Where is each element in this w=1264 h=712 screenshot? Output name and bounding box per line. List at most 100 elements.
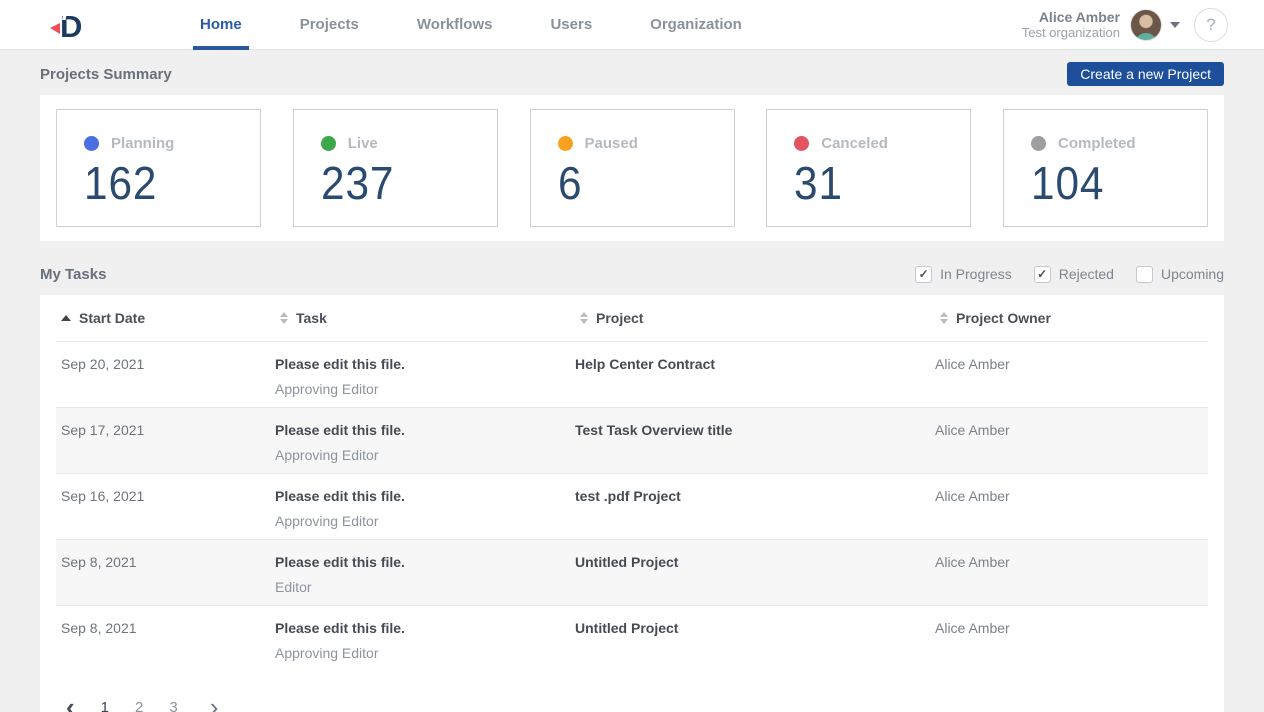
status-card-label: Planning (111, 135, 175, 152)
user-avatar[interactable] (1130, 8, 1162, 41)
cell-task: Please edit this file. Approving Editor (275, 620, 575, 671)
task-role: Approving Editor (275, 381, 379, 397)
nav-tab-home[interactable]: Home (193, 0, 249, 50)
cell-project-owner: Alice Amber (935, 356, 1010, 372)
column-header-label: Start Date (79, 310, 146, 326)
checkbox-rejected[interactable]: ✓ (1033, 265, 1051, 283)
task-filters: ✓ In Progress ✓ Rejected ✓ Upcoming (893, 265, 1224, 283)
filter-upcoming[interactable]: ✓ Upcoming (1135, 265, 1224, 283)
task-role: Editor (275, 579, 312, 595)
status-card-count: 237 (320, 157, 395, 209)
column-header-label: Task (296, 310, 327, 326)
nav-tab-projects[interactable]: Projects (299, 15, 359, 33)
cell-start-date: Sep 16, 2021 (61, 488, 145, 504)
status-dot-icon (84, 136, 99, 151)
cell-start-date: Sep 8, 2021 (61, 620, 137, 636)
cell-project: Untitled Project (575, 620, 679, 636)
main-nav: Home Projects Workflows Users Organizati… (193, 0, 793, 50)
sort-icon (940, 312, 948, 324)
cell-task: Please edit this file. Approving Editor (275, 422, 575, 473)
status-card-count: 162 (84, 157, 158, 209)
user-organization: Test organization (1021, 24, 1120, 40)
cell-task: Please edit this file. Editor (275, 554, 575, 605)
table-row[interactable]: Sep 17, 2021 Please edit this file. Appr… (56, 407, 1208, 473)
my-tasks-title: My Tasks (40, 265, 107, 283)
cell-task: Please edit this file. Approving Editor (275, 356, 575, 407)
nav-tab-workflows[interactable]: Workflows (416, 15, 493, 33)
page-button-3[interactable]: 3 (169, 698, 178, 712)
top-nav-bar: D Home Projects Workflows Users Organiza… (0, 0, 1264, 50)
create-new-project-button[interactable]: Create a new Project (1067, 62, 1224, 86)
cell-start-date: Sep 8, 2021 (61, 554, 137, 570)
status-dot-icon (320, 136, 336, 151)
main-content: Projects Summary Create a new Project Pl… (0, 62, 1264, 712)
task-title: Please edit this file. (275, 488, 405, 504)
task-role: Approving Editor (275, 513, 379, 529)
status-card-label: Live (347, 135, 378, 152)
task-role: Approving Editor (275, 447, 379, 463)
column-header-start-date[interactable]: Start Date (56, 310, 275, 326)
page-button-2[interactable]: 2 (135, 698, 144, 712)
filter-label: Upcoming (1160, 266, 1224, 282)
task-title: Please edit this file. (275, 620, 405, 636)
question-mark-icon: ? (1206, 14, 1216, 34)
chevron-left-icon[interactable]: ‹ (66, 692, 75, 712)
status-card-live[interactable]: Live 237 (292, 109, 498, 227)
cell-project: Help Center Contract (575, 356, 716, 372)
column-header-label: Project Owner (956, 310, 1051, 326)
cell-project-owner: Alice Amber (935, 620, 1010, 636)
status-dot-icon (557, 136, 573, 151)
cell-project-owner: Alice Amber (935, 554, 1010, 570)
table-header-row: Start Date Task Project Project Owner (56, 295, 1208, 341)
filter-label: In Progress (940, 266, 1012, 282)
column-header-task[interactable]: Task (275, 310, 575, 326)
tasks-table-panel: Start Date Task Project Project Owner Se… (40, 295, 1224, 712)
task-title: Please edit this file. (275, 422, 405, 438)
user-info[interactable]: Alice Amber Test organization (1022, 9, 1120, 41)
cell-task: Please edit this file. Approving Editor (275, 488, 575, 539)
status-card-planning[interactable]: Planning 162 (56, 109, 261, 227)
column-header-project[interactable]: Project (575, 310, 935, 326)
help-button[interactable]: ? (1194, 7, 1228, 42)
page-button-1[interactable]: 1 (100, 698, 110, 712)
sort-icon (580, 312, 588, 324)
column-header-project-owner[interactable]: Project Owner (935, 310, 1208, 326)
cell-project: Untitled Project (575, 554, 679, 570)
chevron-right-icon[interactable]: › (209, 692, 219, 712)
my-tasks-header: My Tasks ✓ In Progress ✓ Rejected ✓ Upco… (40, 261, 1224, 287)
table-row[interactable]: Sep 8, 2021 Please edit this file. Edito… (56, 539, 1208, 605)
status-card-count: 31 (794, 157, 844, 209)
cell-project: Test Task Overview title (575, 422, 733, 438)
task-title: Please edit this file. (275, 554, 405, 570)
status-dot-icon (794, 136, 810, 151)
cell-project-owner: Alice Amber (935, 422, 1010, 438)
filter-label: Rejected (1058, 266, 1114, 282)
sort-icon (280, 312, 288, 324)
status-card-completed[interactable]: Completed 104 (1003, 109, 1208, 227)
status-card-canceled[interactable]: Canceled 31 (766, 109, 972, 227)
cell-start-date: Sep 20, 2021 (61, 356, 145, 372)
filter-rejected[interactable]: ✓ Rejected (1033, 265, 1114, 283)
nav-tab-users[interactable]: Users (550, 15, 593, 33)
status-cards-panel: Planning 162 Live 237 Paused 6 Canceled … (40, 95, 1224, 241)
chevron-down-icon[interactable] (1170, 21, 1180, 28)
checkbox-upcoming[interactable]: ✓ (1135, 265, 1153, 283)
nav-tab-organization[interactable]: Organization (650, 15, 742, 33)
user-menu-area: Alice Amber Test organization ? (1022, 7, 1264, 42)
cell-project: test .pdf Project (575, 488, 681, 504)
status-dot-icon (1031, 136, 1046, 151)
table-row[interactable]: Sep 16, 2021 Please edit this file. Appr… (56, 473, 1208, 539)
status-card-count: 104 (1031, 157, 1105, 209)
cell-project-owner: Alice Amber (935, 488, 1010, 504)
checkbox-in-progress[interactable]: ✓ (915, 265, 933, 283)
pagination: ‹ 1 2 3 › (66, 687, 1208, 712)
filter-in-progress[interactable]: ✓ In Progress (915, 265, 1012, 283)
projects-summary-title: Projects Summary (40, 65, 172, 83)
status-card-paused[interactable]: Paused 6 (529, 109, 735, 227)
brand-logo-icon[interactable]: D (47, 7, 95, 43)
brand-logo-svg: D (50, 9, 82, 43)
cell-start-date: Sep 17, 2021 (61, 422, 145, 438)
checkmark-icon: ✓ (918, 267, 929, 281)
table-row[interactable]: Sep 8, 2021 Please edit this file. Appro… (56, 605, 1208, 671)
table-row[interactable]: Sep 20, 2021 Please edit this file. Appr… (56, 341, 1208, 407)
